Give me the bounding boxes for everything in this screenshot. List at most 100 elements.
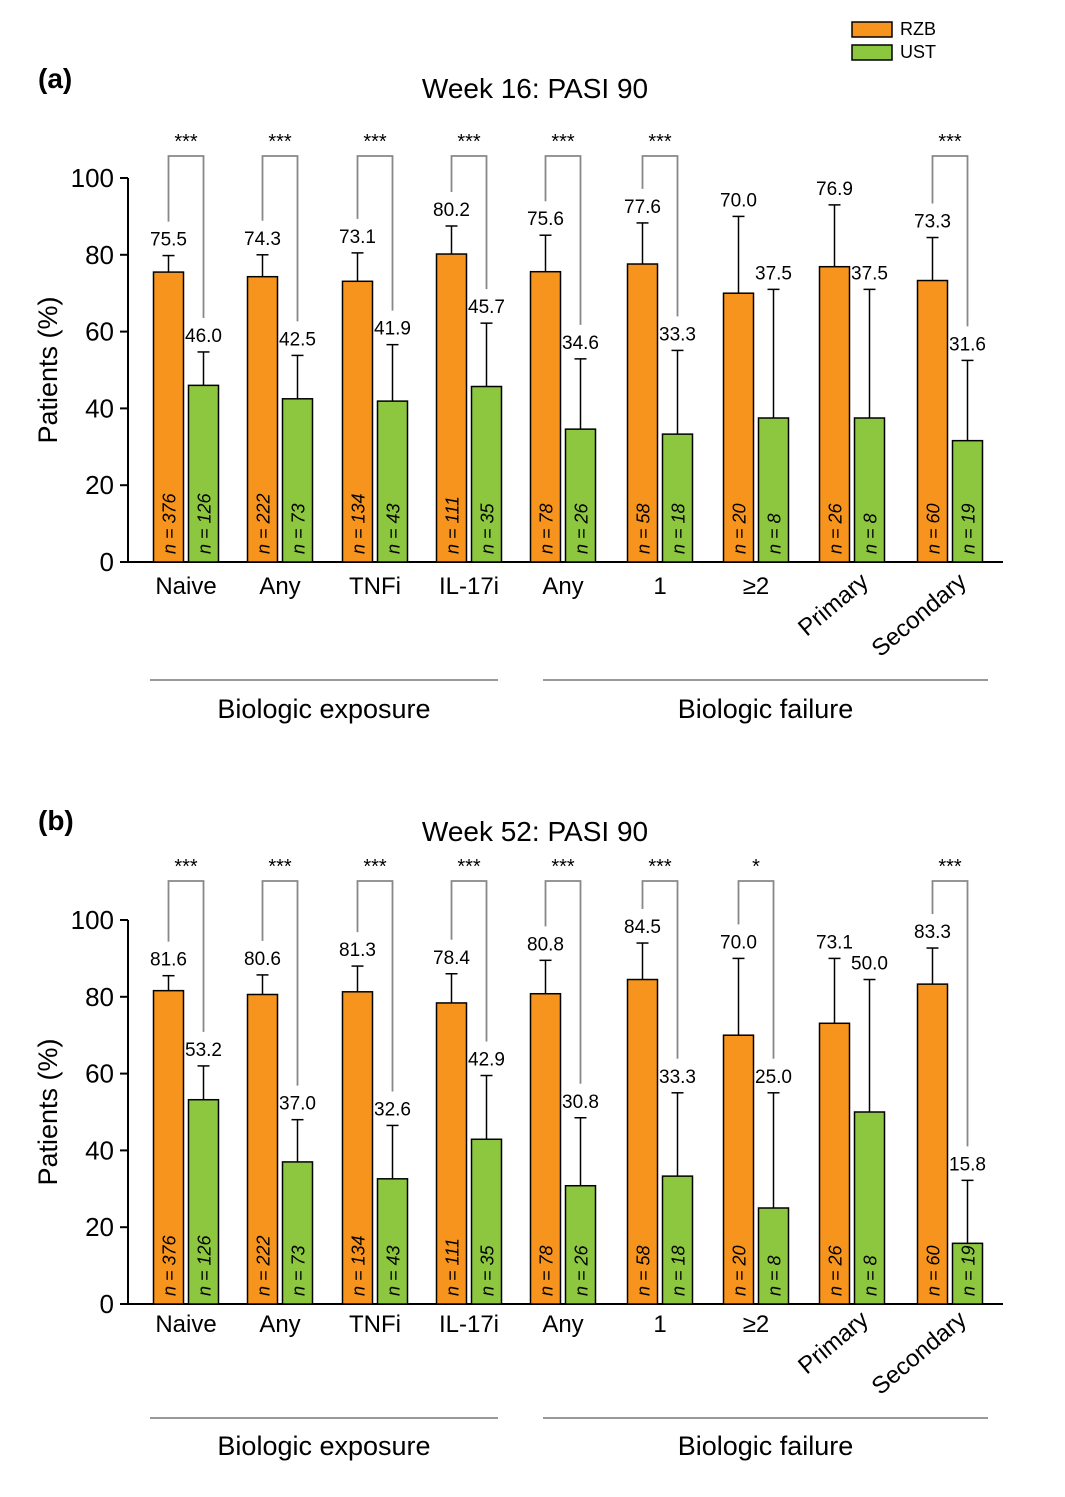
panel-tag: (b) [38, 805, 74, 836]
x-tick-label: Naive [155, 1311, 216, 1338]
significance-marker: *** [648, 131, 672, 153]
n-label-rzb: n = 58 [634, 503, 654, 554]
n-label-ust: n = 8 [861, 1255, 881, 1296]
n-label-rzb: n = 376 [160, 492, 180, 554]
n-label-rzb: n = 58 [634, 1245, 654, 1296]
n-label-rzb: n = 111 [443, 1238, 463, 1296]
y-tick-label: 0 [100, 1289, 114, 1319]
n-label-rzb: n = 60 [924, 503, 944, 554]
value-label-ust: 46.0 [185, 326, 222, 347]
significance-marker: *** [268, 856, 292, 878]
n-label-ust: n = 26 [572, 502, 592, 554]
bar-rzb [152, 989, 185, 1305]
bar-rzb [722, 292, 755, 563]
x-tick-label: Any [259, 1311, 300, 1338]
bar-rzb [916, 279, 949, 563]
bar-rzb [435, 1002, 468, 1305]
x-tick-label: IL-17i [439, 573, 499, 600]
n-label-rzb: n = 222 [254, 1235, 274, 1296]
bar-rzb [818, 265, 851, 563]
bar-ust [187, 384, 220, 563]
significance-bracket [544, 155, 582, 325]
y-tick-label: 100 [71, 905, 114, 935]
bar-rzb [246, 993, 279, 1305]
significance-bracket [167, 880, 205, 1032]
legend-label-rzb: RZB [900, 19, 936, 39]
n-label-ust: n = 19 [959, 503, 979, 554]
y-tick-label: 80 [85, 982, 114, 1012]
n-label-ust: n = 35 [478, 1244, 498, 1296]
y-tick-label: 60 [85, 1059, 114, 1089]
bar-ust [661, 1175, 694, 1305]
bar-rzb [626, 263, 659, 563]
bar-rzb [722, 1034, 755, 1305]
x-tick-label: IL-17i [439, 1311, 499, 1338]
bar-ust [661, 433, 694, 563]
n-label-ust: n = 8 [765, 513, 785, 554]
n-label-ust: n = 18 [669, 1245, 689, 1296]
value-label-rzb: 83.3 [914, 922, 951, 943]
x-tick-label: TNFi [349, 1311, 401, 1338]
significance-bracket [737, 880, 775, 1059]
bar-rzb [246, 275, 279, 563]
n-label-rzb: n = 60 [924, 1245, 944, 1296]
chart-title: Week 16: PASI 90 [422, 73, 648, 104]
bar-ust [376, 1178, 409, 1305]
y-tick-label: 20 [85, 470, 114, 500]
bar-rzb [341, 991, 374, 1305]
value-label-rzb: 73.3 [914, 212, 951, 233]
n-label-ust: n = 35 [478, 502, 498, 554]
significance-marker: *** [457, 856, 481, 878]
y-tick-label: 100 [71, 163, 114, 193]
x-tick-label: ≥2 [743, 573, 770, 600]
significance-marker: *** [938, 856, 962, 878]
n-label-ust: n = 126 [195, 1234, 215, 1296]
n-label-rzb: n = 20 [730, 503, 750, 554]
chart-title: Week 52: PASI 90 [422, 816, 648, 847]
value-label-ust: 33.3 [659, 324, 696, 345]
n-label-rzb: n = 78 [537, 503, 557, 554]
bar-ust [853, 1111, 886, 1305]
panel-b: (b) Week 52: PASI 90 Patients (%) 0 20 40 60 80… [33, 805, 1003, 1461]
x-tick-label: Secondary [867, 1306, 972, 1400]
n-label-ust: n = 73 [289, 1245, 309, 1296]
n-label-ust: n = 43 [384, 1245, 404, 1296]
significance-marker: *** [551, 131, 575, 153]
value-label-rzb: 76.9 [816, 179, 853, 200]
y-axis-label: Patients (%) [33, 296, 63, 443]
value-label-rzb: 75.6 [527, 209, 564, 230]
significance-bracket [931, 880, 969, 1147]
bar-ust [757, 1207, 790, 1305]
x-tick-label: Any [259, 573, 300, 600]
significance-marker: *** [551, 856, 575, 878]
bar-ust [564, 1184, 597, 1305]
group-label: Biologic exposure [217, 1431, 430, 1461]
bar-rzb [916, 983, 949, 1305]
significance-marker: *** [457, 131, 481, 153]
significance-bracket [261, 155, 299, 322]
significance-bracket [167, 155, 205, 318]
n-label-rzb: n = 376 [160, 1234, 180, 1296]
bar-ust [470, 1138, 503, 1305]
y-axis-label: Patients (%) [33, 1038, 63, 1185]
significance-marker: * [752, 856, 760, 878]
value-label-ust: 50.0 [851, 954, 888, 975]
value-label-rzb: 74.3 [244, 229, 281, 250]
n-label-rzb: n = 20 [730, 1245, 750, 1296]
value-label-rzb: 75.5 [150, 230, 187, 251]
x-tick-label: Primary [793, 1306, 874, 1380]
n-label-rzb: n = 78 [537, 1245, 557, 1296]
bar-rzb [152, 271, 185, 563]
value-label-ust: 37.5 [755, 263, 792, 284]
value-label-ust: 34.6 [562, 333, 599, 354]
bar-rzb [529, 270, 562, 563]
x-tick-label: Primary [793, 568, 874, 642]
bar-ust [187, 1098, 220, 1305]
bar-ust [376, 400, 409, 563]
n-label-rzb: n = 111 [443, 496, 463, 554]
y-tick-label: 0 [100, 547, 114, 577]
value-label-ust: 33.3 [659, 1067, 696, 1088]
significance-marker: *** [268, 131, 292, 153]
n-label-rzb: n = 26 [826, 1244, 846, 1296]
y-tick-label: 40 [85, 393, 114, 423]
